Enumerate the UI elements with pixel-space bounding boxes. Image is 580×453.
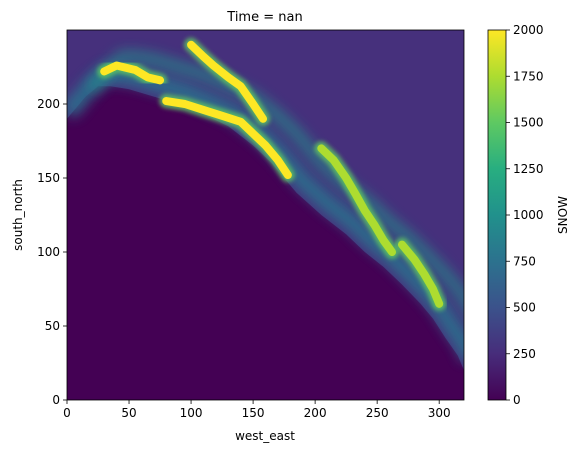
heatmap-area [67, 30, 464, 400]
snow-band [100, 61, 165, 85]
colorbar-tick-label: 1250 [513, 162, 544, 176]
colorbar [487, 29, 507, 401]
y-axis: 0 50 100 150 200 [37, 97, 67, 407]
x-tick-label: 150 [242, 406, 265, 420]
y-axis-label: south_north [11, 179, 25, 251]
colorbar-tick-label: 2000 [513, 23, 544, 37]
colorbar-tick-label: 0 [513, 393, 521, 407]
x-tick-label: 300 [428, 406, 451, 420]
y-tick-label: 0 [52, 393, 60, 407]
colorbar-label: SNOW [556, 196, 570, 234]
colorbar-tick-label: 250 [513, 347, 536, 361]
y-tick-label: 50 [45, 319, 60, 333]
snow-layer [97, 37, 447, 311]
x-tick-label: 250 [366, 406, 389, 420]
colorbar-ticks: 0 250 500 750 1000 1250 1500 1750 2000 [506, 23, 544, 407]
snow-band [317, 144, 397, 256]
snow-band [187, 40, 268, 123]
y-tick-label: 200 [37, 97, 60, 111]
snow-band [397, 240, 444, 308]
land-region [67, 30, 464, 371]
colorbar-tick-label: 1000 [513, 208, 544, 222]
x-tick-label: 0 [63, 406, 71, 420]
y-tick-label: 150 [37, 171, 60, 185]
colorbar-tick-label: 750 [513, 254, 536, 268]
plot-frame [66, 29, 465, 401]
colorbar-tick-label: 500 [513, 301, 536, 315]
colorbar-tick-label: 1750 [513, 69, 544, 83]
x-axis: 0 50 100 150 200 250 300 [63, 400, 451, 420]
colorbar-tick-label: 1500 [513, 116, 544, 130]
snow-band [162, 97, 292, 180]
x-axis-label: west_east [235, 429, 295, 443]
x-tick-label: 50 [121, 406, 136, 420]
y-tick-label: 100 [37, 245, 60, 259]
inland-range-glow [86, 49, 464, 312]
chart-title: Time = nan [226, 10, 302, 25]
x-tick-label: 200 [304, 406, 327, 420]
x-tick-label: 100 [180, 406, 203, 420]
